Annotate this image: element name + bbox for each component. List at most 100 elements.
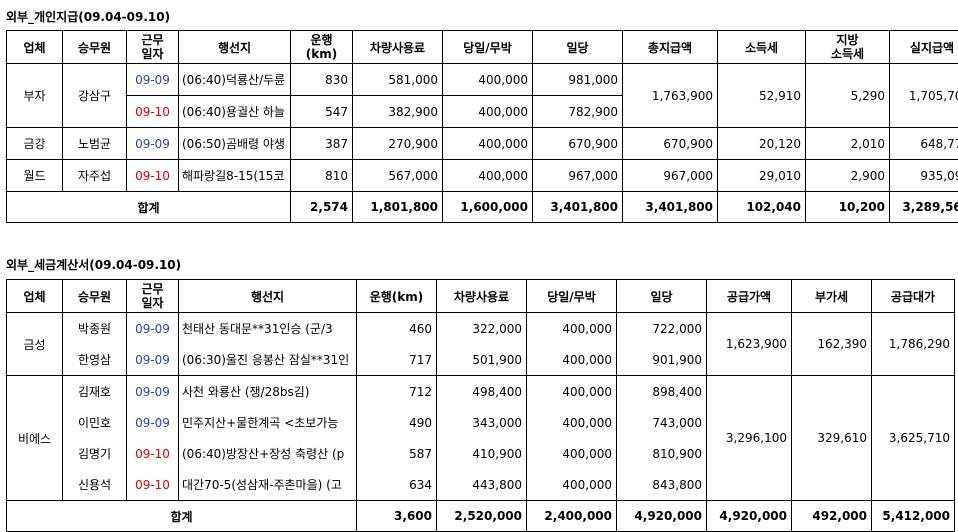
- table-row: 부자 강삼구 09-09 (06:40)덕룡산/두륜 830 581,000 4…: [7, 64, 958, 96]
- date-cell: 09-10: [127, 160, 179, 192]
- destination-cell: 대간70-5(성삼재-주촌마을) (고: [179, 469, 357, 501]
- vehicle-fee-cell: 270,900: [353, 128, 443, 160]
- crew-cell: 박종원: [63, 313, 127, 345]
- header-supply-amount: 공급가액: [707, 280, 792, 313]
- invoice-header-row: 업체 승무원 근무 일자 행선지 운행(km) 차량사용료 당일/무박 일당 공…: [7, 280, 955, 313]
- crew-cell: 김명기: [63, 438, 127, 469]
- trip-cell: 400,000: [527, 407, 617, 438]
- net-pay-cell: 935,090: [890, 160, 958, 192]
- km-cell: 712: [357, 376, 437, 408]
- vehicle-fee-cell: 567,000: [353, 160, 443, 192]
- crew-cell: 신용석: [63, 469, 127, 501]
- total-trip: 1,600,000: [443, 192, 533, 223]
- header-work-date: 근무 일자: [127, 280, 179, 313]
- header-trip-type: 당일/무박: [527, 280, 617, 313]
- net-pay-cell: 648,770: [890, 128, 958, 160]
- trip-cell: 400,000: [527, 469, 617, 501]
- local-tax-cell: 2,900: [806, 160, 890, 192]
- header-total-pay: 총지급액: [623, 31, 718, 64]
- vehicle-fee-cell: 443,800: [437, 469, 527, 501]
- date-cell: 09-09: [127, 344, 179, 376]
- header-company: 업체: [7, 280, 63, 313]
- vat-cell: 162,390: [792, 313, 872, 376]
- header-net-pay: 실지급액: [890, 31, 958, 64]
- header-vehicle-fee: 차량사용료: [353, 31, 443, 64]
- header-company: 업체: [7, 31, 63, 64]
- crew-cell: 한영삼: [63, 344, 127, 376]
- daily-pay-cell: 901,900: [617, 344, 707, 376]
- daily-pay-cell: 843,800: [617, 469, 707, 501]
- crew-cell: 강삼구: [63, 64, 127, 128]
- total-local-tax: 10,200: [806, 192, 890, 223]
- company-cell: 금강: [7, 128, 63, 160]
- km-cell: 830: [291, 64, 353, 96]
- km-cell: 490: [357, 407, 437, 438]
- trip-cell: 400,000: [443, 64, 533, 96]
- date-cell: 09-09: [127, 128, 179, 160]
- total-supply-total: 5,412,000: [872, 501, 955, 532]
- total-km: 2,574: [291, 192, 353, 223]
- vehicle-fee-cell: 382,900: [353, 96, 443, 128]
- daily-pay-cell: 981,000: [533, 64, 623, 96]
- net-pay-cell: 1,705,700: [890, 64, 958, 128]
- km-cell: 810: [291, 160, 353, 192]
- total-income-tax: 102,040: [718, 192, 806, 223]
- crew-cell: 이민호: [63, 407, 127, 438]
- trip-cell: 400,000: [527, 376, 617, 408]
- date-cell: 09-10: [127, 469, 179, 501]
- destination-cell: (06:40)덕룡산/두륜: [179, 64, 291, 96]
- tax-invoice-table: 업체 승무원 근무 일자 행선지 운행(km) 차량사용료 당일/무박 일당 공…: [6, 279, 955, 532]
- trip-cell: 400,000: [443, 160, 533, 192]
- date-cell: 09-09: [127, 64, 179, 96]
- company-cell: 부자: [7, 64, 63, 128]
- daily-pay-cell: 898,400: [617, 376, 707, 408]
- income-tax-cell: 20,120: [718, 128, 806, 160]
- total-row: 합계 3,600 2,520,000 2,400,000 4,920,000 4…: [7, 501, 955, 532]
- personal-pay-table: 업체 승무원 근무 일자 행선지 운행 (km) 차량사용료 당일/무박 일당 …: [6, 30, 958, 223]
- destination-cell: (06:40)방장산+장성 축령산 (p: [179, 438, 357, 469]
- local-tax-cell: 2,010: [806, 128, 890, 160]
- date-cell: 09-09: [127, 313, 179, 345]
- total-vehicle-fee: 1,801,800: [353, 192, 443, 223]
- destination-cell: 민주지산+물한계곡 <초보가능: [179, 407, 357, 438]
- supply-amount-cell: 1,623,900: [707, 313, 792, 376]
- total-daily-pay: 4,920,000: [617, 501, 707, 532]
- vehicle-fee-cell: 343,000: [437, 407, 527, 438]
- table-row: 금강 노범균 09-09 (06:50)곰배령 야생 387 270,900 4…: [7, 128, 958, 160]
- company-cell: 금성: [7, 313, 63, 376]
- vehicle-fee-cell: 410,900: [437, 438, 527, 469]
- header-supply-total: 공급대가: [872, 280, 955, 313]
- total-vat: 492,000: [792, 501, 872, 532]
- crew-cell: 자주섭: [63, 160, 127, 192]
- header-daily-pay: 일당: [617, 280, 707, 313]
- vat-cell: 329,610: [792, 376, 872, 501]
- km-cell: 460: [357, 313, 437, 345]
- vehicle-fee-cell: 581,000: [353, 64, 443, 96]
- km-cell: 587: [357, 438, 437, 469]
- destination-cell: 천태산 동대문**31인승 (군/3: [179, 313, 357, 345]
- header-crew: 승무원: [63, 31, 127, 64]
- table-row: 금성 박종원 09-09 천태산 동대문**31인승 (군/3 460 322,…: [7, 313, 955, 345]
- trip-cell: 400,000: [527, 438, 617, 469]
- total-km: 3,600: [357, 501, 437, 532]
- total-pay-cell: 967,000: [623, 160, 718, 192]
- daily-pay-cell: 782,900: [533, 96, 623, 128]
- invoice-section-title: 외부_세금계산서(09.04-09.10): [6, 256, 181, 273]
- daily-pay-cell: 810,900: [617, 438, 707, 469]
- daily-pay-cell: 743,000: [617, 407, 707, 438]
- total-daily-pay: 3,401,800: [533, 192, 623, 223]
- company-cell: 월드: [7, 160, 63, 192]
- date-cell: 09-10: [127, 96, 179, 128]
- date-cell: 09-09: [127, 407, 179, 438]
- header-vehicle-fee: 차량사용료: [437, 280, 527, 313]
- date-cell: 09-10: [127, 438, 179, 469]
- km-cell: 387: [291, 128, 353, 160]
- header-destination: 행선지: [179, 31, 291, 64]
- date-cell: 09-09: [127, 376, 179, 408]
- total-label: 합계: [7, 501, 357, 532]
- daily-pay-cell: 670,900: [533, 128, 623, 160]
- destination-cell: (06:30)울진 응봉산 잠실**31인: [179, 344, 357, 376]
- table-row: 월드 자주섭 09-10 해파랑길8-15(15코 810 567,000 40…: [7, 160, 958, 192]
- header-daily-pay: 일당: [533, 31, 623, 64]
- crew-cell: 김재호: [63, 376, 127, 408]
